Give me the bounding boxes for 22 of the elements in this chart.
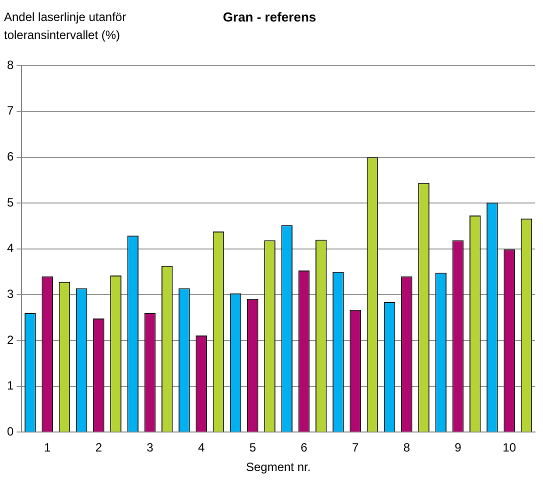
y-axis-title: Andel laserlinje utanför toleransintervallet (%): [4, 9, 128, 44]
x-tick-label: 8: [403, 440, 410, 455]
x-tick-label: 9: [454, 440, 462, 455]
x-axis-title: Segment nr.: [246, 460, 311, 474]
x-tick-label: 5: [249, 440, 256, 455]
y-tick-label: 1: [6, 378, 14, 393]
y-tick-label: 2: [6, 332, 14, 347]
x-tick-label: 10: [502, 440, 516, 455]
x-tick-label: 1: [44, 440, 51, 455]
x-tick-label: 3: [146, 440, 154, 455]
x-tick-label: 6: [300, 440, 308, 455]
x-tick-label: 4: [198, 440, 205, 455]
y-tick-label: 5: [6, 195, 14, 210]
y-tick-label: 4: [6, 241, 14, 256]
x-tick-label: 2: [95, 440, 102, 455]
x-tick-label: 7: [352, 440, 359, 455]
y-tick-label: 6: [6, 150, 14, 164]
y-tick-label: 7: [6, 104, 14, 118]
y-tick-label: 3: [6, 287, 14, 302]
chart-title: Gran - referens: [222, 9, 316, 24]
y-tick-label: 8: [6, 58, 14, 72]
y-tick-label: 0: [6, 424, 14, 439]
